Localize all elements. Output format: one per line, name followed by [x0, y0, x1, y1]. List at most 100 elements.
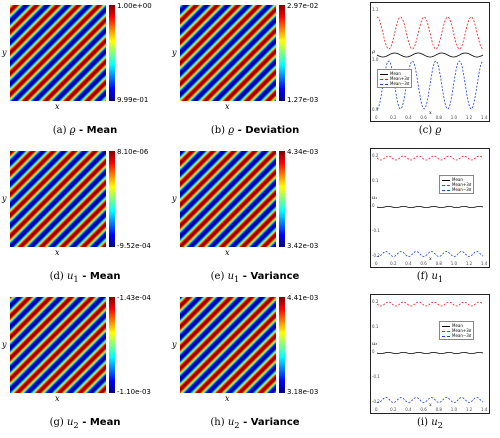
legend-label: Mean	[452, 323, 463, 328]
legend-item-upper: Mean+3σ	[442, 182, 471, 187]
legend-label: Mean+3σ	[452, 182, 472, 187]
x-tick-label: 1.2	[466, 261, 473, 266]
colorbar-max: 4.34e-03	[287, 148, 319, 156]
caption: (f) u1	[360, 271, 500, 284]
caption-symbol: u	[431, 417, 438, 428]
panel-a: 1.00e+00 9.99e-01 x y (a) ϱ - Mean	[0, 0, 170, 145]
panel-f: 0.2 0.1 0 -0.1 -0.2 0 0.2 0.4 0.6 0.8 1.0 1.2 1.4 u₁ x…	[360, 146, 500, 291]
x-tick-label: 0.2	[390, 261, 397, 266]
y-axis-label: y	[2, 340, 7, 349]
legend-label: Mean+3σ	[452, 328, 472, 333]
x-tick-label: 1.0	[451, 261, 458, 266]
caption-letter: (g)	[49, 417, 67, 428]
heatmap-canvas	[180, 151, 276, 247]
x-axis-label: x	[429, 402, 432, 408]
x-axis-label: x	[429, 110, 432, 116]
x-tick-label: 0.2	[390, 115, 397, 120]
legend-item-upper: Mean+3σ	[380, 76, 409, 81]
x-tick-label: 0	[375, 115, 378, 120]
y-axis-label: y	[172, 194, 177, 203]
y-axis-label: y	[172, 340, 177, 349]
y-tick-label: -0.2	[372, 399, 380, 404]
x-tick-label: 1.0	[451, 115, 458, 120]
y-tick-label: 0	[372, 203, 375, 208]
caption-letter: (i)	[417, 417, 432, 428]
colorbar-min: 1.27e-03	[287, 96, 319, 104]
x-axis-label: x	[55, 248, 60, 257]
caption: (c) ϱ	[360, 125, 500, 136]
series-upper	[376, 301, 484, 307]
caption-symbol: ϱ	[435, 125, 442, 136]
line-plot: 1.1 1.0 0.9 0 0.2 0.4 0.6 0.8 1.0 1.2 1.4 ρ x Mean M…	[370, 2, 490, 122]
caption-symbol: u	[66, 271, 74, 282]
caption-desc: - Variance	[239, 271, 300, 282]
legend-item-mean: Mean	[442, 323, 471, 328]
caption: (a) ϱ - Mean	[15, 125, 155, 136]
legend-label: Mean	[390, 71, 401, 76]
caption-desc: - Mean	[75, 125, 118, 136]
panel-i: 0.2 0.1 0 -0.1 -0.2 0 0.2 0.4 0.6 0.8 1.0 1.2 1.4 u₂ x…	[360, 292, 500, 437]
x-tick-label: 1.4	[481, 407, 488, 412]
x-tick-label: 0.8	[436, 261, 443, 266]
panel-g: -1.43e-04 -1.10e-03 x y (g) u2 - Mean	[0, 292, 170, 437]
x-tick-label: 0.6	[420, 407, 427, 412]
heatmap-canvas	[10, 297, 106, 393]
x-tick-label: 0.4	[405, 261, 412, 266]
legend-item-upper: Mean+3σ	[442, 328, 471, 333]
series-mean	[376, 52, 484, 58]
caption-letter: (e)	[210, 271, 228, 282]
caption: (h) u2 - Variance	[185, 417, 325, 430]
x-tick-label: 1.4	[481, 115, 488, 120]
line-plot-svg: 0.2 0.1 0 -0.1 -0.2 0 0.2 0.4 0.6 0.8 1.0 1.2 1.4 u₂ x	[372, 299, 488, 412]
series-upper	[376, 155, 484, 161]
line-plot: 0.2 0.1 0 -0.1 -0.2 0 0.2 0.4 0.6 0.8 1.0 1.2 1.4 u₂ x…	[370, 294, 490, 414]
x-tick-label: 0.8	[436, 407, 443, 412]
caption-desc: - Deviation	[234, 125, 300, 136]
x-axis-label: x	[429, 256, 432, 262]
caption-symbol: u	[431, 271, 438, 282]
legend: Mean Mean+3σ Mean−3σ	[439, 321, 475, 340]
x-axis-label: x	[225, 248, 230, 257]
series-lower	[376, 251, 484, 257]
x-tick-label: 0.6	[420, 261, 427, 266]
caption-subscript: 1	[73, 274, 79, 284]
colorbar	[279, 151, 285, 247]
caption: (b) ϱ - Deviation	[185, 125, 325, 136]
colorbar	[109, 151, 115, 247]
caption-symbol: u	[227, 271, 235, 282]
line-plot-svg: 1.1 1.0 0.9 0 0.2 0.4 0.6 0.8 1.0 1.2 1.4 ρ x	[371, 7, 488, 120]
caption-desc: - Mean	[78, 271, 121, 282]
x-axis-label: x	[55, 102, 60, 111]
caption-subscript: 2	[73, 420, 79, 430]
x-tick-label: 0.8	[436, 115, 443, 120]
colorbar-max: 4.41e-03	[287, 294, 319, 302]
colorbar-min: -1.10e-03	[117, 388, 151, 396]
y-tick-label: 1.0	[372, 57, 379, 62]
series-mean	[376, 206, 484, 208]
y-axis-label: y	[172, 48, 177, 57]
caption-letter: (d)	[49, 271, 67, 282]
y-tick-label: -0.1	[372, 374, 380, 379]
colorbar	[279, 297, 285, 393]
caption: (g) u2 - Mean	[15, 417, 155, 430]
x-tick-label: 1.4	[481, 261, 488, 266]
series-lower	[376, 397, 484, 403]
colorbar-max: 1.00e+00	[117, 2, 152, 10]
caption: (i) u2	[360, 417, 500, 430]
caption-symbol: u	[227, 417, 235, 428]
caption: (d) u1 - Mean	[15, 271, 155, 284]
panel-e: 4.34e-03 3.42e-03 x y (e) u1 - Variance	[170, 146, 340, 291]
x-tick-label: 0.4	[405, 407, 412, 412]
colorbar-min: 3.42e-03	[287, 242, 319, 250]
legend-item-mean: Mean	[380, 71, 409, 76]
panel-b: 2.97e-02 1.27e-03 x y (b) ϱ - Deviation	[170, 0, 340, 145]
legend-label: Mean	[452, 177, 463, 182]
legend-item-mean: Mean	[442, 177, 471, 182]
caption-subscript: 2	[437, 420, 443, 430]
heatmap-canvas	[180, 297, 276, 393]
series-upper	[376, 16, 484, 50]
colorbar-min: -9.52e-04	[117, 242, 151, 250]
y-tick-label: -0.2	[372, 253, 380, 258]
caption-subscript: 1	[234, 274, 240, 284]
legend-label: Mean+3σ	[390, 76, 410, 81]
